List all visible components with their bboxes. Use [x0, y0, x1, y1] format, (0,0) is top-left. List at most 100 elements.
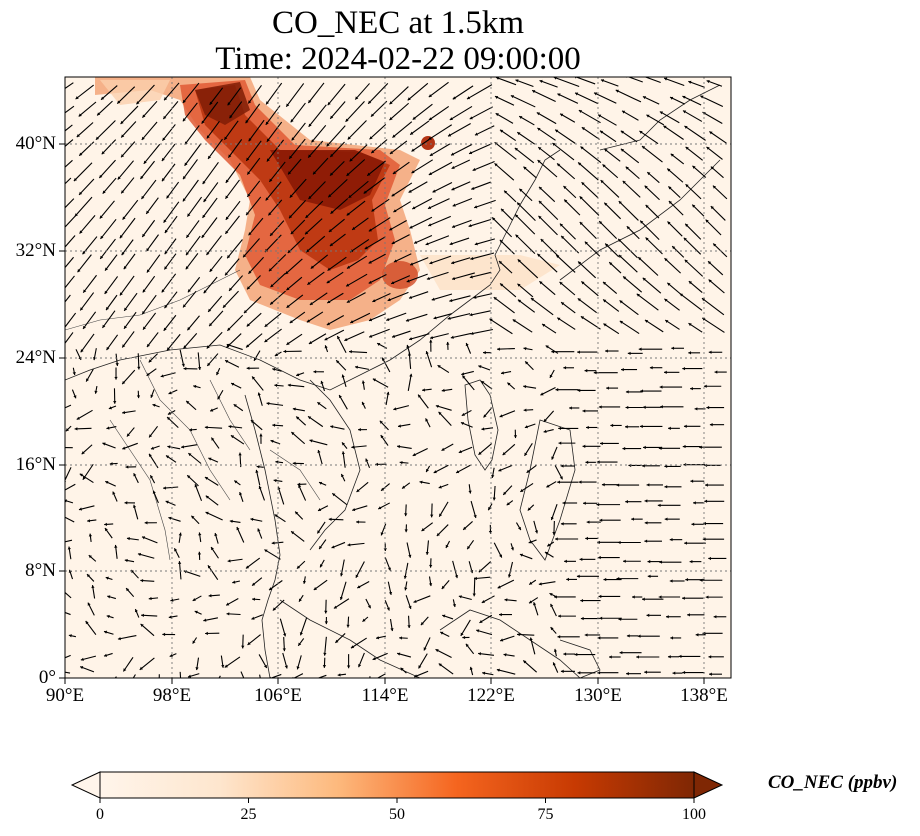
- wind-arrow: [560, 235, 580, 254]
- map-title: CO_NEC at 1.5km: [271, 5, 525, 41]
- wind-arrow: [557, 93, 579, 104]
- wind-arrow-head: [149, 453, 152, 457]
- map-area: [65, 77, 731, 682]
- wind-arrow-head: [665, 615, 669, 619]
- wind-arrow-head: [306, 319, 311, 323]
- wind-arrow-head: [425, 418, 429, 422]
- wind-arrow: [236, 526, 245, 543]
- wind-arrow-head: [102, 190, 106, 194]
- wind-arrow-head: [143, 160, 147, 164]
- wind-arrow-head: [289, 155, 293, 159]
- wind-arrow: [327, 83, 346, 106]
- wind-arrow-head: [430, 336, 434, 340]
- wind-arrow-head: [640, 389, 644, 393]
- wind-arrow: [598, 220, 618, 240]
- wind-arrow-head: [604, 202, 608, 206]
- wind-arrow-head: [687, 613, 690, 617]
- wind-arrow-head: [466, 96, 471, 100]
- wind-arrow-head: [209, 101, 213, 105]
- wind-arrow: [82, 274, 97, 294]
- wind-arrow-head: [365, 458, 369, 462]
- wind-arrow: [122, 656, 134, 672]
- wind-arrow: [202, 162, 219, 185]
- wind-arrow-head: [582, 409, 586, 413]
- wind-arrow: [178, 561, 182, 580]
- wind-arrow-head: [391, 281, 395, 285]
- wind-arrow: [307, 271, 325, 286]
- wind-arrow-head: [268, 212, 272, 216]
- wind-arrow-head: [408, 554, 412, 558]
- wind-arrow: [370, 100, 388, 118]
- wind-arrow-head: [441, 585, 445, 589]
- wind-arrow-head: [399, 636, 403, 640]
- wind-arrow: [146, 332, 159, 348]
- wind-arrow-head: [638, 257, 642, 261]
- wind-arrow-head: [330, 172, 334, 176]
- wind-arrow: [122, 199, 139, 220]
- wind-arrow-head: [469, 116, 473, 120]
- wind-arrow: [497, 347, 515, 350]
- wind-arrow-head: [349, 158, 353, 162]
- wind-arrow: [326, 271, 344, 284]
- wind-arrow-head: [506, 502, 510, 506]
- wind-arrow-head: [104, 528, 108, 532]
- colorbar-tick-label: 50: [389, 806, 405, 823]
- wind-arrow-head: [203, 290, 207, 294]
- wind-arrow-head: [709, 423, 713, 427]
- wind-arrow: [121, 331, 135, 348]
- wind-arrow: [100, 218, 117, 240]
- wind-arrow: [701, 297, 725, 316]
- wind-arrow-head: [182, 198, 186, 202]
- wind-arrow-head: [658, 595, 662, 599]
- wind-arrow-head: [259, 679, 262, 682]
- wind-arrow: [406, 273, 428, 283]
- wind-arrow-head: [102, 442, 106, 446]
- wind-arrow: [685, 183, 702, 200]
- wind-arrow: [298, 484, 307, 501]
- wind-arrow: [351, 217, 369, 231]
- wind-arrow-head: [197, 367, 202, 370]
- wind-arrow-head: [428, 94, 432, 98]
- wind-arrow-head: [625, 166, 629, 170]
- wind-arrow: [104, 254, 118, 271]
- wind-arrow-head: [560, 522, 564, 526]
- wind-arrow: [277, 486, 285, 505]
- wind-arrow: [691, 204, 705, 217]
- wind-arrow: [435, 648, 452, 658]
- wind-arrow-head: [266, 138, 270, 142]
- wind-arrow: [451, 159, 471, 170]
- wind-arrow-head: [452, 603, 456, 607]
- wind-arrow-head: [97, 112, 101, 116]
- wind-arrow-head: [579, 196, 583, 200]
- wind-arrow: [287, 384, 305, 388]
- wind-arrow: [206, 331, 223, 349]
- wind-arrow-head: [406, 344, 410, 349]
- lon-tick-label: 130°E: [574, 685, 622, 706]
- wind-arrow-head: [462, 375, 466, 379]
- wind-arrow-head: [523, 384, 527, 389]
- wind-arrow-head: [683, 424, 687, 428]
- wind-arrow: [452, 560, 458, 579]
- wind-arrow-head: [581, 182, 585, 186]
- wind-arrow: [670, 153, 685, 165]
- wind-arrow: [679, 293, 703, 311]
- wind-arrow-head: [328, 194, 332, 198]
- wind-arrow-head: [186, 400, 190, 404]
- wind-arrow-head: [141, 613, 144, 617]
- wind-arrow-head: [330, 153, 334, 157]
- wind-arrow: [432, 182, 453, 193]
- wind-arrow: [682, 110, 703, 122]
- wind-arrow-head: [117, 176, 121, 180]
- wind-arrow-head: [282, 648, 286, 652]
- wind-arrow: [346, 255, 368, 269]
- wind-arrow-head: [523, 408, 527, 412]
- wind-arrow: [364, 236, 386, 250]
- wind-arrow-head: [263, 664, 267, 669]
- wind-arrow: [620, 130, 638, 143]
- wind-arrow: [99, 238, 116, 260]
- wind-arrow-head: [337, 336, 341, 340]
- wind-arrow-head: [543, 429, 547, 433]
- wind-arrow-head: [451, 152, 455, 156]
- wind-arrow: [471, 181, 491, 190]
- wind-arrow: [706, 146, 723, 160]
